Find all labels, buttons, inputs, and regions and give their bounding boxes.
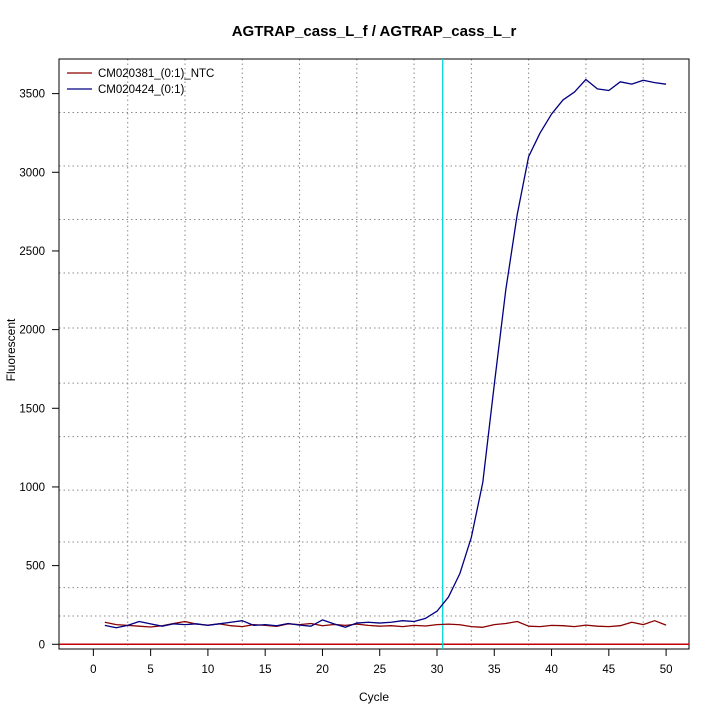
x-axis-label: Cycle <box>359 690 389 704</box>
plot-frame <box>58 58 690 650</box>
x-tick-label: 0 <box>90 664 96 676</box>
chart-title: AGTRAP_cass_L_f / AGTRAP_cass_L_r <box>232 23 517 40</box>
y-tick-label: 2500 <box>19 246 45 258</box>
x-tick-label: 5 <box>147 664 153 676</box>
y-axis-label: Fluorescent <box>4 318 18 381</box>
legend-label-ntc: CM020381_(0:1)_NTC <box>98 68 214 80</box>
x-tick-label: 10 <box>202 664 215 676</box>
x-tick-label: 35 <box>488 664 501 676</box>
legend-label-sample: CM020424_(0:1) <box>98 84 184 96</box>
x-tick-label: 40 <box>545 664 558 676</box>
axis-layer: 0 5 10 15 20 25 30 35 40 45 5005001000150020002500… <box>19 58 690 676</box>
x-tick-label: 45 <box>602 664 615 676</box>
y-tick-label: 1500 <box>19 403 45 415</box>
series-layer <box>104 78 667 629</box>
legend: CM020381_(0:1)_NTC CM020424_(0:1) <box>67 68 214 96</box>
y-tick-label: 3500 <box>19 89 45 101</box>
y-tick-label: 1000 <box>19 482 45 494</box>
x-tick-label: 50 <box>660 664 673 676</box>
y-tick-label: 3000 <box>19 167 45 179</box>
x-tick-label: 15 <box>259 664 272 676</box>
x-tick-label: 25 <box>373 664 386 676</box>
y-tick-label: 2000 <box>19 325 45 337</box>
series-line-sample <box>104 78 667 629</box>
y-tick-label: 0 <box>39 639 45 651</box>
x-tick-label: 20 <box>316 664 329 676</box>
x-tick-label: 30 <box>431 664 444 676</box>
y-tick-label: 500 <box>26 561 45 573</box>
grid-layer <box>59 59 689 649</box>
